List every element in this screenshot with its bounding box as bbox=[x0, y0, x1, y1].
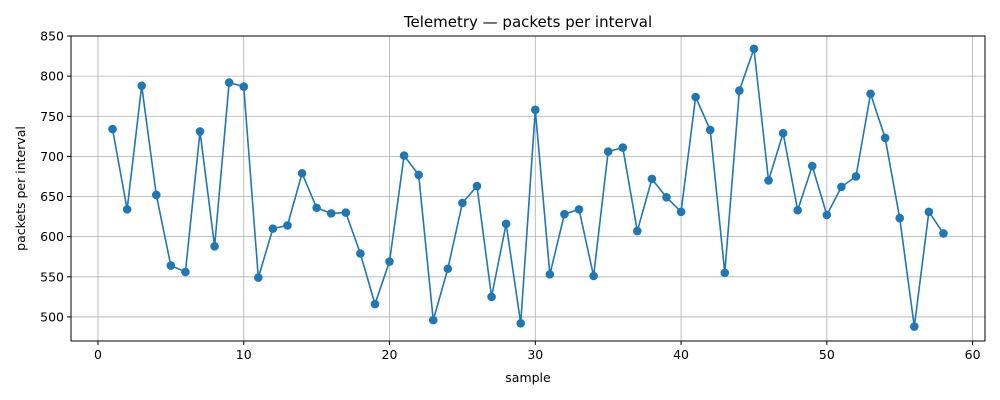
data-point bbox=[603, 147, 613, 156]
data-point bbox=[807, 161, 817, 171]
y-tick-label: 650 bbox=[40, 189, 64, 204]
data-point bbox=[910, 322, 919, 331]
data-point bbox=[662, 193, 671, 202]
data-point bbox=[633, 226, 642, 236]
data-point bbox=[356, 249, 365, 258]
data-point bbox=[414, 170, 423, 180]
data-point bbox=[735, 86, 744, 95]
data-point bbox=[705, 125, 715, 135]
data-point bbox=[589, 271, 598, 281]
y-tick-label: 600 bbox=[40, 229, 64, 244]
grid-lines bbox=[71, 35, 985, 341]
data-point bbox=[370, 299, 380, 309]
data-point bbox=[793, 205, 802, 215]
data-point bbox=[691, 92, 700, 102]
data-point bbox=[749, 44, 759, 54]
data-point bbox=[530, 105, 540, 115]
chart-title: Telemetry — packets per interval bbox=[403, 13, 652, 31]
series-line bbox=[111, 48, 945, 327]
data-point bbox=[195, 127, 205, 136]
data-point bbox=[312, 203, 321, 213]
data-point bbox=[720, 268, 730, 278]
data-point bbox=[428, 315, 438, 325]
data-point bbox=[545, 270, 555, 279]
data-point bbox=[516, 319, 526, 328]
data-point bbox=[837, 182, 846, 192]
plot-frame bbox=[70, 35, 986, 342]
y-tick-label: 800 bbox=[40, 69, 64, 84]
data-point bbox=[210, 241, 219, 251]
data-point bbox=[268, 224, 278, 233]
data-point bbox=[822, 210, 832, 220]
data-point bbox=[851, 172, 861, 181]
series-markers bbox=[108, 44, 948, 331]
x-tick-label: 30 bbox=[527, 347, 543, 362]
data-point bbox=[443, 264, 453, 274]
x-tick-label: 10 bbox=[236, 347, 252, 362]
x-tick-label: 60 bbox=[965, 347, 981, 362]
x-tick-label: 50 bbox=[819, 347, 835, 362]
data-point bbox=[676, 207, 686, 217]
data-point bbox=[399, 151, 409, 160]
y-axis-label: packets per interval bbox=[13, 126, 28, 251]
data-point bbox=[341, 208, 351, 217]
data-point bbox=[224, 78, 234, 87]
data-point bbox=[283, 221, 292, 230]
axis-ticks: 0 10 20 30 40 50 60 500 550 600 650 700 750 800 850 bbox=[40, 29, 980, 363]
y-tick-label: 750 bbox=[40, 109, 64, 124]
data-point bbox=[239, 82, 249, 91]
data-point bbox=[297, 168, 307, 178]
data-point bbox=[458, 198, 467, 208]
data-point bbox=[137, 81, 146, 91]
data-point bbox=[764, 176, 773, 185]
y-tick-label: 700 bbox=[40, 149, 64, 164]
data-point bbox=[472, 181, 482, 191]
y-tick-label: 500 bbox=[40, 309, 64, 324]
data-point bbox=[254, 273, 263, 282]
data-point bbox=[166, 261, 176, 270]
x-axis-label: sample bbox=[505, 370, 551, 385]
data-point bbox=[778, 128, 788, 138]
data-point bbox=[924, 207, 934, 217]
data-point bbox=[939, 229, 948, 238]
data-point bbox=[385, 257, 394, 266]
data-point bbox=[647, 174, 657, 184]
data-point bbox=[181, 267, 190, 277]
data-point bbox=[574, 205, 584, 214]
data-point bbox=[326, 209, 336, 218]
data-point bbox=[866, 89, 875, 99]
data-point bbox=[108, 124, 117, 134]
x-tick-label: 20 bbox=[382, 347, 398, 362]
data-point bbox=[151, 190, 161, 200]
y-tick-label: 850 bbox=[40, 29, 64, 44]
data-point bbox=[560, 209, 569, 219]
data-point bbox=[122, 205, 132, 214]
data-point bbox=[501, 219, 511, 229]
y-tick-label: 550 bbox=[40, 269, 64, 284]
x-tick-label: 0 bbox=[94, 347, 102, 362]
data-point bbox=[895, 213, 905, 223]
data-point bbox=[487, 292, 496, 302]
data-point bbox=[880, 133, 890, 143]
x-tick-label: 40 bbox=[673, 347, 689, 362]
data-point bbox=[618, 143, 628, 152]
